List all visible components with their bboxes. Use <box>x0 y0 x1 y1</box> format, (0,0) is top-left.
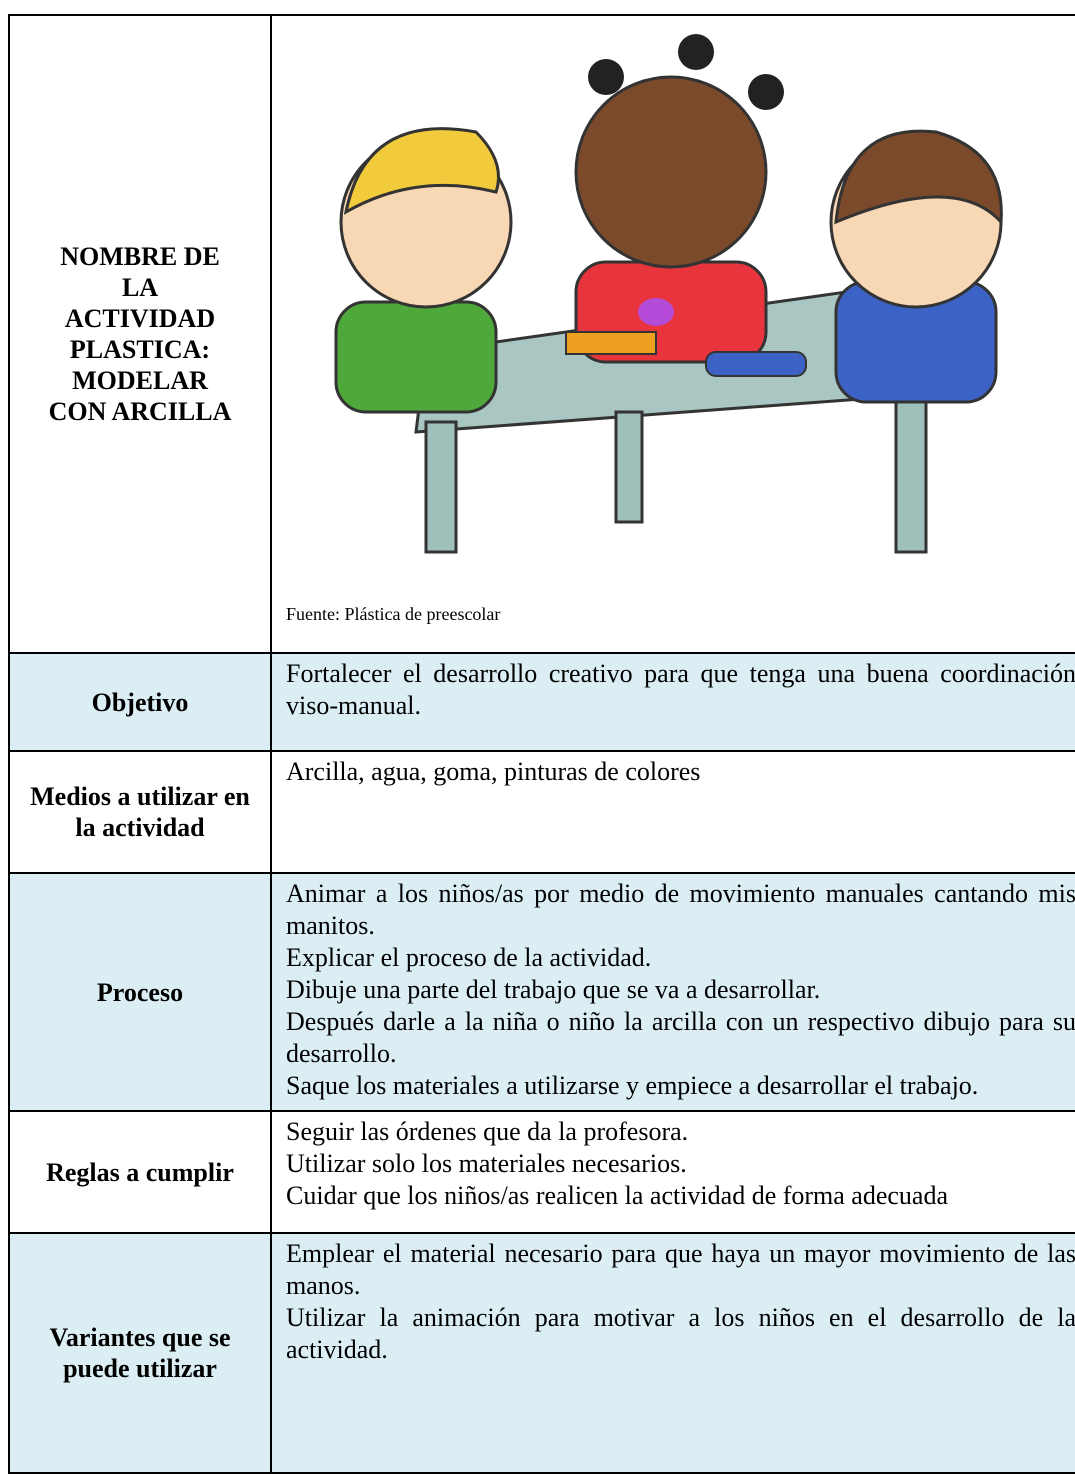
paragraph: Arcilla, agua, goma, pinturas de colores <box>286 757 701 786</box>
row-label: Proceso <box>8 872 272 1112</box>
row-content: Seguir las órdenes que da la profesora. U… <box>270 1110 1075 1234</box>
label-line: PLASTICA: <box>69 335 211 364</box>
row-content: Fortalecer el desarrollo creativo para q… <box>270 652 1075 752</box>
paragraph: Animar a los niños/as por medio de movim… <box>286 879 1075 940</box>
row-content: Animar a los niños/as por medio de movim… <box>270 872 1075 1112</box>
paragraph: Dibuje una parte del trabajo que se va a… <box>286 975 821 1004</box>
row: Objetivo Fortalecer el desarrollo creativ… <box>8 652 1075 752</box>
paragraph: Saque los materiales a utilizarse y empi… <box>286 1071 979 1100</box>
paragraph: Fortalecer el desarrollo creativo para q… <box>286 659 1075 720</box>
paragraph: Cuidar que los niños/as realicen la acti… <box>286 1181 949 1210</box>
row: Proceso Animar a los niños/as por medio d… <box>8 872 1075 1112</box>
label-line: MODELAR <box>72 366 208 395</box>
row-label: Medios a utilizar en la actividad <box>8 750 272 874</box>
paragraph: Seguir las órdenes que da la profesora. <box>286 1117 689 1146</box>
paragraph: Emplear el material necesario para que h… <box>286 1239 1075 1300</box>
label-line: NOMBRE DE <box>60 242 220 271</box>
paragraph: Después darle a la niña o niño la arcill… <box>286 1007 1075 1068</box>
row-content: Arcilla, agua, goma, pinturas de colores <box>270 750 1075 874</box>
row-label: Objetivo <box>8 652 272 752</box>
activity-label: NOMBRE DE LA ACTIVIDAD PLASTICA: MODELAR CON … <box>8 14 272 654</box>
paragraph: Utilizar solo los materiales necesarios. <box>286 1149 687 1178</box>
paragraph: Utilizar la animación para motivar a los… <box>286 1303 1075 1364</box>
label-line: ACTIVIDAD <box>64 304 216 333</box>
header-row: NOMBRE DE LA ACTIVIDAD PLASTICA: MODELAR CON … <box>8 14 1075 654</box>
label-line: CON ARCILLA <box>48 397 232 426</box>
label-line: LA <box>121 273 159 302</box>
row: Medios a utilizar en la actividad Arcilla… <box>8 750 1075 874</box>
activity-table: NOMBRE DE LA ACTIVIDAD PLASTICA: MODELAR CON … <box>8 14 1075 1474</box>
paragraph: Explicar el proceso de la actividad. <box>286 943 652 972</box>
image-cell: Fuente: Plástica de preescolar <box>270 14 1075 654</box>
image-caption: Fuente: Plástica de preescolar <box>286 604 501 624</box>
illustration <box>334 34 1003 554</box>
row: Reglas a cumplir Seguir las órdenes que d… <box>8 1110 1075 1234</box>
row-label: Reglas a cumplir <box>8 1110 272 1234</box>
row-label: Variantes que se puede utilizar <box>8 1232 272 1474</box>
row: Variantes que se puede utilizar Emplear e… <box>8 1232 1075 1474</box>
row-content: Emplear el material necesario para que h… <box>270 1232 1075 1474</box>
